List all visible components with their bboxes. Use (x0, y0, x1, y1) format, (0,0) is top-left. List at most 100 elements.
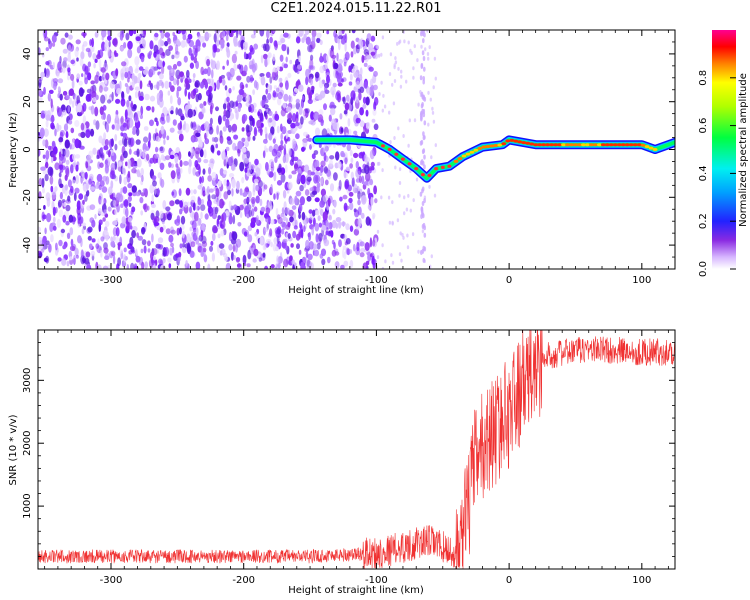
spectrogram-noise-dot (67, 52, 71, 63)
spectrogram-noise-dot (58, 209, 64, 218)
spectrogram-noise-dot (305, 108, 310, 114)
spectrogram-noise-dot (239, 211, 243, 218)
spectrogram-noise-dot (328, 114, 332, 122)
trace-hot-core (616, 143, 622, 147)
spectrogram-noise-dot (159, 146, 164, 152)
spectrogram-noise-dot (342, 96, 346, 105)
spectrogram-noise-dot (374, 96, 379, 106)
spectrogram-noise-dot (115, 114, 119, 121)
spectrogram-noise-dot (128, 148, 132, 155)
spectrogram-noise-dot (333, 30, 337, 38)
spectrogram-noise-dot (149, 95, 156, 102)
spectrogram-noise-dot (38, 96, 43, 103)
spectrogram-noise-dot (269, 200, 273, 207)
spectrogram-noise-dot (411, 232, 415, 237)
chart-title: C2E1.2024.015.11.22.R01 (270, 1, 442, 16)
spectrogram-noise-dot (108, 40, 111, 48)
spectrogram-noise-dot (48, 243, 52, 253)
spectrogram-noise-dot (419, 191, 423, 197)
spectrogram-noise-dot (74, 187, 80, 194)
spectrogram-x-tick-label: -300 (100, 275, 123, 286)
spectrogram-noise-dot (407, 193, 410, 198)
spectrogram-noise-dot (94, 106, 99, 117)
spectrogram-noise-dot (73, 254, 76, 264)
spectrogram-noise-dot (180, 115, 185, 121)
spectrogram-noise-dot (178, 151, 182, 161)
spectrogram-noise-dot (218, 198, 225, 209)
spectrogram-noise-dot (219, 135, 224, 144)
spectrogram-noise-dot (200, 66, 204, 76)
spectrogram-noise-dot (58, 239, 63, 247)
spectrogram-noise-dot (160, 112, 165, 122)
spectrogram-noise-dot (303, 131, 308, 137)
spectrogram-noise-dot (143, 203, 148, 213)
spectrogram-noise-dot (52, 61, 55, 69)
spectrogram-noise-dot (389, 140, 392, 145)
spectrogram-noise-dot (82, 102, 87, 112)
spectrogram-noise-dot (241, 84, 245, 90)
spectrogram-noise-dot (341, 78, 344, 83)
spectrogram-noise-dot (121, 216, 127, 225)
spectrogram-noise-dot (163, 138, 166, 145)
spectrogram-noise-dot (104, 163, 109, 174)
spectrogram-noise-dot (338, 35, 344, 40)
spectrogram-noise-dot (225, 34, 229, 42)
spectrogram-noise-dot (273, 193, 276, 200)
spectrogram-noise-dot (116, 88, 122, 95)
spectrogram-noise-dot (287, 136, 291, 142)
spectrogram-noise-dot (148, 162, 152, 168)
spectrogram-noise-dot (42, 214, 47, 220)
spectrogram-noise-dot (311, 162, 317, 172)
spectrogram-noise-dot (254, 158, 259, 166)
spectrogram-noise-dot (421, 188, 424, 194)
spectrogram-noise-dot (169, 95, 173, 105)
spectrogram-noise-dot (128, 95, 132, 102)
spectrogram-noise-dot (121, 61, 127, 67)
spectrogram-noise-dot (420, 91, 424, 97)
spectrogram-noise-dot (325, 227, 329, 236)
spectrogram-noise-dot (155, 49, 160, 55)
spectrogram-noise-dot (128, 250, 133, 255)
spectrogram-noise-dot (53, 81, 57, 91)
spectrogram-noise-dot (398, 193, 401, 198)
spectrogram-noise-dot (158, 47, 164, 56)
spectrogram-noise-dot (215, 106, 219, 112)
spectrogram-noise-dot (264, 227, 269, 232)
spectrogram-noise-dot (361, 195, 367, 205)
spectrogram-noise-dot (370, 35, 376, 42)
spectrogram-noise-dot (319, 208, 324, 216)
spectrogram-noise-dot (403, 39, 406, 44)
spectrogram-noise-dot (151, 106, 155, 113)
spectrogram-noise-dot (225, 118, 230, 128)
spectrogram-noise-dot (135, 36, 141, 42)
spectrogram-noise-dot (358, 74, 363, 81)
spectrogram-noise-dot (352, 177, 355, 186)
spectrogram-noise-dot (168, 161, 172, 168)
spectrogram-noise-dot (152, 180, 157, 187)
spectrogram-noise-dot (277, 97, 282, 106)
spectrogram-noise-dot (166, 213, 172, 221)
spectrogram-noise-dot (331, 239, 335, 245)
spectrogram-noise-dot (133, 30, 137, 35)
spectrogram-noise-dot (141, 261, 145, 269)
spectrogram-noise-dot (307, 98, 313, 105)
spectrogram-noise-dot (253, 248, 259, 257)
spectrogram-noise-dot (293, 225, 298, 230)
spectrogram-noise-dot (363, 154, 368, 163)
spectrogram-noise-dot (107, 206, 112, 212)
spectrogram-noise-dot (340, 127, 344, 133)
spectrogram-noise-dot (316, 37, 321, 44)
spectrogram-noise-dot (193, 137, 198, 142)
spectrogram-noise-dot (332, 57, 336, 62)
spectrogram-noise-dot (265, 207, 271, 215)
spectrogram-noise-dot (106, 99, 112, 104)
spectrogram-noise-dot (218, 243, 225, 249)
spectrogram-noise-dot (115, 192, 121, 201)
spectrogram-noise-dot (223, 191, 229, 200)
spectrogram-noise-dot (374, 198, 378, 204)
spectrogram-noise-dot (310, 119, 313, 124)
spectrogram-noise-dot (71, 179, 76, 184)
spectrogram-noise-dot (76, 73, 81, 80)
spectrogram-noise-dot (255, 184, 260, 192)
trace-hot-core (553, 143, 558, 147)
